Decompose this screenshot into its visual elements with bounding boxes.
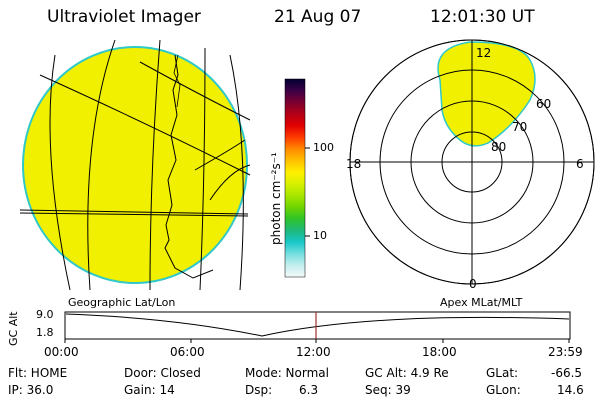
mlt-label-0: 0 xyxy=(469,277,477,291)
altitude-curve xyxy=(65,313,570,337)
mlt-label-18: 18 xyxy=(346,157,362,171)
status-glat-value: -66.5 xyxy=(551,366,583,380)
longitude-line xyxy=(87,40,116,290)
timeline-ymax: 9.0 xyxy=(36,308,54,321)
longitude-line xyxy=(229,54,244,290)
lat-label-70: 70 xyxy=(512,120,528,134)
status-dsp-value: 6.3 xyxy=(299,383,319,397)
longitude-line xyxy=(49,54,71,290)
lat-label-60: 60 xyxy=(536,97,552,111)
status-flight: Flt: HOME xyxy=(8,366,68,380)
timeline-axis-label: GC Alt xyxy=(7,311,20,346)
timeline-ymin: 1.8 xyxy=(36,326,54,339)
mlt-label-12: 12 xyxy=(476,46,492,60)
timeline-tick-0000: 00:00 xyxy=(44,345,79,359)
colorbar-unit-label: photon cm⁻²s⁻¹ xyxy=(269,152,283,245)
instrument-title: Ultraviolet Imager xyxy=(47,7,201,27)
latitude-line xyxy=(20,212,249,217)
status-glon: GLon: xyxy=(486,383,521,397)
lat-label-80: 80 xyxy=(491,140,507,154)
status-gain: Gain: 14 xyxy=(124,383,175,397)
geographic-image xyxy=(20,40,251,290)
latitude-line xyxy=(139,61,251,121)
mlt-label-6: 6 xyxy=(576,157,584,171)
colorbar-tick-100: 100 xyxy=(313,141,334,154)
timeline-tick-2359: 23:59 xyxy=(548,345,583,359)
latitude-line xyxy=(20,209,249,215)
timeline-panel xyxy=(64,311,571,343)
status-glon-value: 14.6 xyxy=(557,383,584,397)
apex-coords-label: Apex MLat/MLT xyxy=(440,296,523,309)
latitude-line xyxy=(209,164,251,201)
geo-coords-label: Geographic Lat/Lon xyxy=(68,296,176,309)
colorbar-tick-10: 10 xyxy=(313,229,327,242)
longitude-line xyxy=(199,47,206,290)
coastline xyxy=(164,54,214,279)
timeline-tick-1800: 18:00 xyxy=(422,345,457,359)
timeline-tick-0600: 06:00 xyxy=(170,345,205,359)
longitude-line xyxy=(149,40,161,290)
polar-plot xyxy=(349,39,595,285)
status-door: Door: Closed xyxy=(124,366,201,380)
time-label: 12:01:30 UT xyxy=(430,7,535,27)
latitude-line xyxy=(194,139,246,171)
status-mode: Mode: Normal xyxy=(245,366,329,380)
status-dsp: Dsp: xyxy=(245,383,273,397)
coastline xyxy=(173,54,181,108)
latitude-line xyxy=(39,74,251,176)
date-label: 21 Aug 07 xyxy=(274,7,362,27)
auroral-oval xyxy=(437,41,536,147)
status-glat: GLat: xyxy=(486,366,519,380)
status-gc-alt: GC Alt: 4.9 Re xyxy=(365,366,449,380)
status-ip: IP: 36.0 xyxy=(8,383,54,397)
status-seq: Seq: 39 xyxy=(365,383,411,397)
colorbar xyxy=(284,78,310,278)
timeline-tick-1200: 12:00 xyxy=(296,345,331,359)
